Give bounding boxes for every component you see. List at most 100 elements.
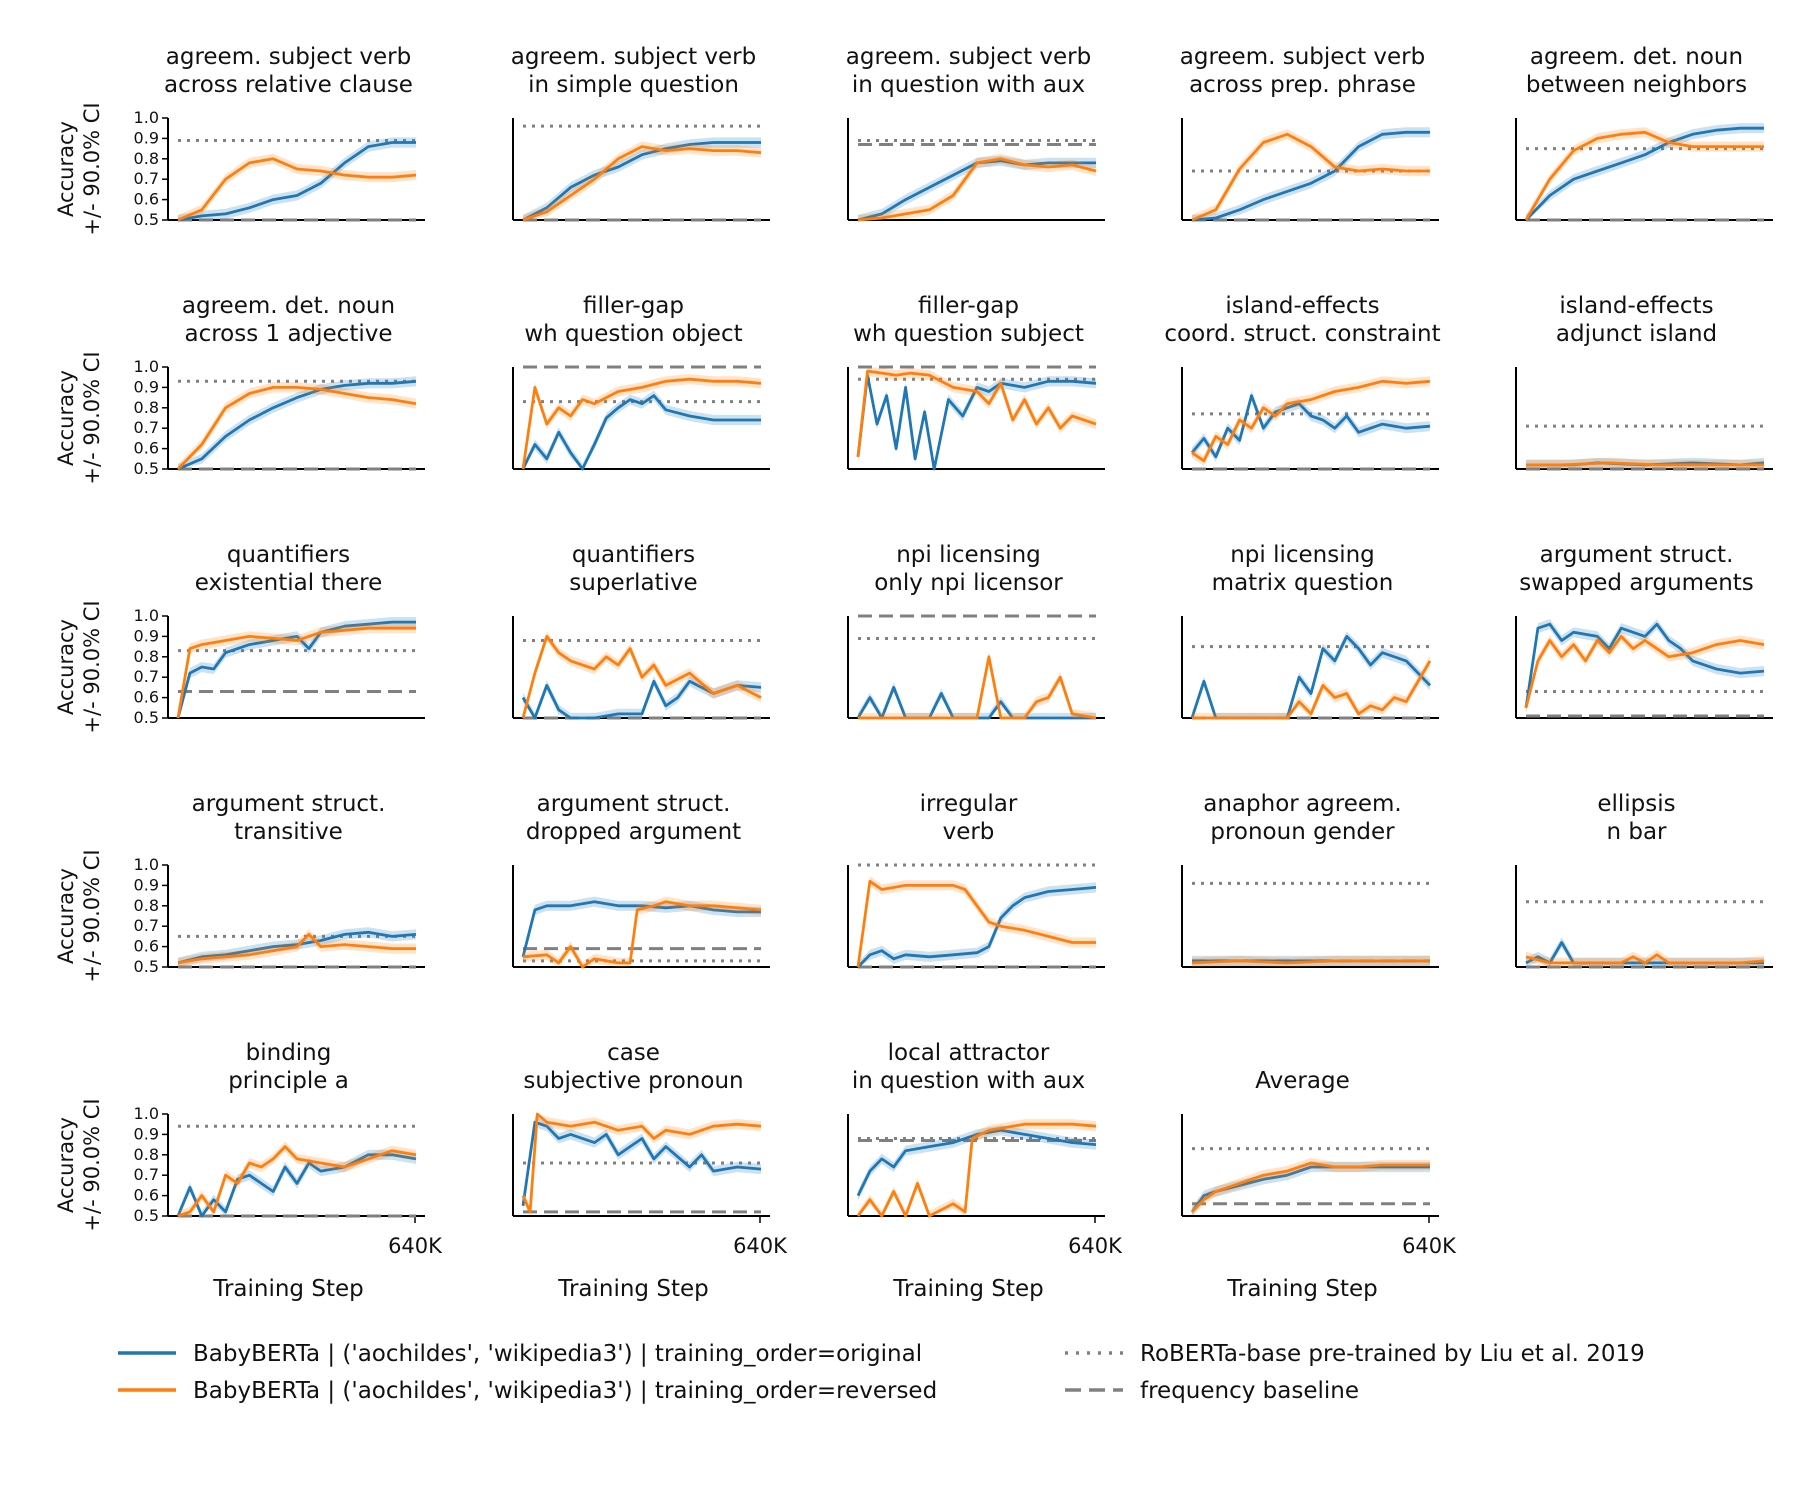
panel-title-line1: agreem. subject verb: [166, 44, 411, 70]
series-reversed-line: [856, 369, 1097, 457]
series-reversed-line: [857, 157, 1097, 222]
panel-title-line2: coord. struct. constraint: [1164, 321, 1440, 347]
legend-label: BabyBERTa | ('aochildes', 'wikipedia3') …: [193, 1378, 937, 1404]
legend-label: BabyBERTa | ('aochildes', 'wikipedia3') …: [193, 1341, 922, 1367]
series-reversed-ci-band: [178, 382, 416, 469]
panel-title-line2: adjunct island: [1556, 321, 1717, 347]
series-reversed-ci-band: [1526, 949, 1764, 967]
legend-item: RoBERTa-base pre-trained by Liu et al. 2…: [1065, 1341, 1645, 1367]
series-original-line: [1191, 130, 1430, 222]
panel-title-line1: argument struct.: [1540, 542, 1734, 568]
series-original-line: [521, 394, 761, 471]
y-tick-label: 0.7: [134, 418, 159, 437]
series-reversed-line: [522, 145, 762, 222]
y-tick-label: 0.5: [134, 708, 159, 727]
y-tick-label: 0.5: [134, 210, 159, 229]
series-reversed-line: [1191, 959, 1430, 965]
panel-title-line2: between neighbors: [1526, 72, 1747, 98]
series-original-ci-band: [1526, 937, 1764, 967]
series-original-line: [856, 886, 1097, 968]
series-reversed-line: [522, 900, 762, 969]
panel-title-line1: quantifiers: [227, 542, 350, 568]
panel-title-line2: only npi licensor: [874, 570, 1063, 596]
y-axis-label: Accuracy+/- 90.0% CI: [54, 600, 104, 733]
panel-title-line1: island-effects: [1559, 293, 1713, 319]
y-tick-label: 0.8: [134, 1145, 159, 1164]
panel-title-line1: agreem. det. noun: [1530, 44, 1743, 70]
panel-title-line2: dropped argument: [526, 819, 741, 845]
panel-title-line2: in question with aux: [852, 72, 1085, 98]
y-axis-label: Accuracy+/- 90.0% CI: [54, 849, 104, 982]
panel-title-line1: quantifiers: [572, 542, 695, 568]
series-reversed-line: [1526, 461, 1764, 467]
y-tick-label: 0.6: [134, 439, 159, 458]
panel-title-line2: subjective pronoun: [523, 1068, 743, 1094]
y-tick-label: 0.5: [134, 957, 159, 976]
panel-title-line1: argument struct.: [537, 791, 731, 817]
series-reversed-ci-band: [178, 929, 416, 967]
panel: argument struct.swapped arguments: [1515, 542, 1773, 719]
y-tick-label: 0.7: [134, 667, 159, 686]
panel-title-line1: local attractor: [888, 1040, 1050, 1066]
panel-title-line2: across relative clause: [164, 72, 413, 98]
series-original-line: [177, 141, 416, 222]
series-reversed-ci-band: [523, 896, 761, 967]
panel-title-line2: in simple question: [528, 72, 739, 98]
panel-title-line1: binding: [246, 1040, 332, 1066]
y-tick-label: 1.0: [134, 606, 159, 625]
y-tick-label: 0.8: [134, 647, 159, 666]
series-reversed-line: [521, 635, 762, 719]
panel-title-line2: across 1 adjective: [184, 321, 392, 347]
panel-title-line1: filler-gap: [583, 293, 684, 319]
panel: Average 640K Training Step: [1181, 1068, 1457, 1302]
y-tick-label: 0.5: [134, 459, 159, 478]
x-axis-label: Training Step: [557, 1276, 708, 1302]
panel-title-line2: wh question object: [524, 321, 742, 347]
y-tick-label: 1.0: [134, 108, 159, 127]
panel-title-line1: ellipsis: [1597, 791, 1675, 817]
y-tick-label: 0.8: [134, 398, 159, 417]
series-original-line: [521, 900, 761, 958]
y-tick-label: 0.9: [134, 377, 159, 396]
y-axis-label: Accuracy+/- 90.0% CI: [54, 1098, 104, 1231]
series-reversed-ci-band: [858, 876, 1096, 967]
series-original-ci-band: [1526, 619, 1764, 713]
y-tick-label: 0.6: [134, 190, 159, 209]
legend-label: frequency baseline: [1140, 1378, 1359, 1404]
legend-item: frequency baseline: [1065, 1378, 1359, 1404]
y-tick-label: 0.6: [134, 1186, 159, 1205]
y-tick-label: 0.8: [134, 149, 159, 168]
series-reversed-line: [1190, 1161, 1430, 1213]
panel-title-line1: argument struct.: [192, 791, 386, 817]
series-reversed-line: [858, 655, 1097, 720]
series-original-ci-band: [523, 390, 761, 469]
panel-title-line2: pronoun gender: [1210, 819, 1395, 845]
y-tick-label: 0.5: [134, 1206, 159, 1225]
series-reversed-line: [176, 385, 417, 470]
series-reversed-line: [521, 1112, 762, 1214]
panel-title-line1: island-effects: [1225, 293, 1379, 319]
series-reversed-line: [1191, 132, 1430, 222]
panel-title-line1: filler-gap: [918, 293, 1019, 319]
chart-legend: BabyBERTa | ('aochildes', 'wikipedia3') …: [118, 1341, 1645, 1404]
y-tick-label: 0.7: [134, 1165, 159, 1184]
panel-title-line1: irregular: [920, 791, 1018, 817]
series-reversed-ci-band: [1526, 631, 1764, 713]
series-reversed-ci-band: [1192, 655, 1430, 718]
series-reversed-ci-band: [858, 367, 1096, 462]
series-original-line: [522, 141, 761, 222]
series-reversed-ci-band: [523, 374, 761, 469]
panel-title-line2: in question with aux: [852, 1068, 1085, 1094]
series-reversed-line: [1191, 379, 1431, 463]
x-axis-label: Training Step: [892, 1276, 1043, 1302]
